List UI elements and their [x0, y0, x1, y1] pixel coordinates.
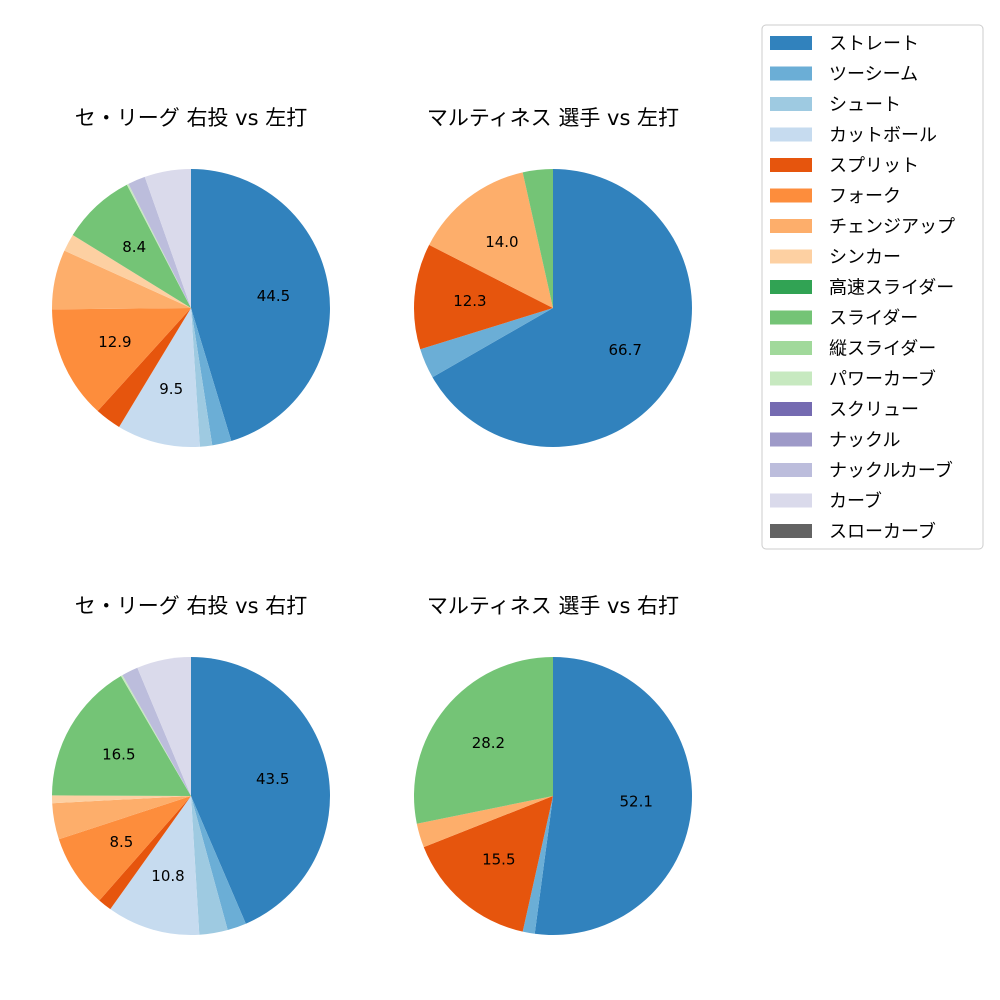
pie-slice [191, 796, 246, 931]
pie-slice [191, 657, 330, 924]
legend-label: カーブ [829, 490, 882, 512]
slice-data-label: 12.3 [453, 292, 486, 310]
pie-slice [120, 675, 191, 796]
legend-swatch [770, 66, 812, 81]
legend-swatch [770, 249, 812, 264]
pie-slice [432, 169, 693, 448]
pie-slice [522, 169, 553, 308]
pie-slice [534, 657, 693, 935]
legend-label: カットボール [829, 125, 937, 146]
chart-title-1: セ・リーグ 右投 vs 左打 [75, 106, 307, 130]
slice-data-label: 12.9 [98, 333, 131, 351]
legend-label: ツーシーム [829, 64, 918, 85]
legend-label: スライダー [829, 308, 918, 329]
legend-swatch [770, 158, 812, 172]
legend-swatch [770, 341, 812, 355]
pie-slice [128, 176, 191, 308]
pie-slice [191, 796, 228, 935]
pie-slice [126, 183, 191, 308]
legend-swatch [770, 524, 812, 538]
pie-slice [413, 244, 553, 350]
pie-slice [122, 667, 191, 796]
slice-data-label: 10.8 [151, 867, 184, 885]
pie-chart-4: 52.1 15.5 28.2 [413, 657, 693, 935]
pie-slice [522, 796, 553, 934]
pie-slice [429, 172, 553, 308]
legend-swatch [770, 188, 812, 203]
pie-slice [97, 308, 191, 427]
pie-slice [423, 796, 553, 932]
pie-slice [110, 796, 200, 935]
pie-slice [52, 796, 191, 840]
pie-slice [119, 308, 200, 448]
legend-label: 縦スライダー [829, 339, 936, 360]
pie-chart-3: 43.5 10.8 8.5 16.5 [51, 657, 330, 935]
legend-swatch [770, 280, 812, 294]
slice-data-label: 15.5 [482, 850, 515, 868]
legend-label: フォーク [829, 186, 901, 207]
pie-slice [99, 796, 191, 910]
legend-swatch [770, 36, 812, 50]
legend: ストレートツーシームシュートカットボールスプリットフォークチェンジアップシンカー… [761, 24, 984, 550]
legend-swatch [770, 219, 812, 233]
pie-slice [137, 657, 191, 796]
legend-swatch [770, 402, 812, 416]
slice-data-label: 52.1 [619, 793, 652, 811]
legend-label: 高速スライダー [829, 278, 954, 299]
pie-slice [72, 184, 191, 308]
pie-slice [64, 234, 191, 308]
legend-swatch [770, 127, 812, 142]
legend-swatch [770, 432, 812, 447]
pie-slice [413, 657, 553, 824]
legend-swatch [770, 97, 812, 111]
legend-items: ストレートツーシームシュートカットボールスプリットフォークチェンジアップシンカー… [770, 34, 955, 543]
legend-label: スプリット [829, 156, 919, 177]
slice-data-label: 8.5 [109, 833, 133, 851]
legend-label: ナックルカーブ [829, 460, 953, 482]
legend-label: チェンジアップ [829, 217, 955, 238]
pie-slice [52, 250, 191, 310]
legend-label: スローカーブ [829, 521, 936, 543]
slice-data-label: 8.4 [122, 238, 146, 256]
chart-title-2: マルティネス 選手 vs 左打 [427, 106, 679, 130]
pie-slice [52, 308, 192, 412]
legend-swatch [770, 493, 812, 508]
pie-slice [191, 308, 213, 447]
pie-slice [420, 308, 553, 378]
legend-frame [761, 24, 984, 550]
legend-label: ナックル [829, 430, 900, 451]
pie-slice [144, 169, 191, 308]
legend-label: スクリュー [829, 400, 919, 421]
chart-title-3: セ・リーグ 右投 vs 右打 [75, 594, 307, 618]
chart-title-4: マルティネス 選手 vs 右打 [427, 594, 679, 618]
pie-slice [58, 796, 191, 901]
slice-data-label: 66.7 [608, 341, 641, 359]
legend-swatch [770, 310, 812, 325]
slice-data-label: 44.5 [257, 287, 290, 305]
pie-slice [191, 169, 330, 442]
pie-slice [416, 796, 553, 848]
legend-swatch [770, 371, 812, 386]
legend-label: ストレート [829, 34, 919, 55]
slice-data-label: 16.5 [102, 745, 135, 763]
pie-slice [51, 795, 191, 804]
pie-slice [191, 308, 232, 446]
legend-label: パワーカーブ [829, 368, 936, 390]
pie-slice [52, 675, 191, 796]
legend-label: シュート [829, 95, 901, 116]
legend-swatch [770, 463, 812, 477]
pie-chart-2: 66.7 12.3 14.0 [413, 169, 693, 448]
slice-data-label: 43.5 [256, 770, 289, 788]
pie-chart-1: 44.5 9.5 12.9 8.4 [52, 169, 330, 448]
legend-label: シンカー [829, 247, 901, 268]
slice-data-label: 28.2 [472, 734, 505, 752]
slice-data-label: 14.0 [485, 233, 518, 251]
slice-data-label: 9.5 [159, 380, 183, 398]
